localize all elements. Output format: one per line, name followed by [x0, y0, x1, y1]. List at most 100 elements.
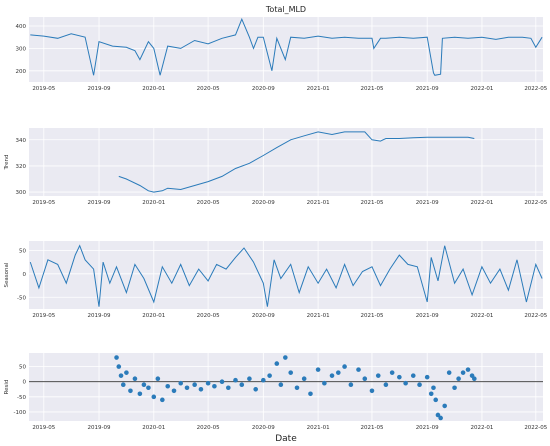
resid-point [116, 364, 122, 369]
x-tick-label: 2020-09 [252, 425, 275, 431]
resid-point [389, 370, 395, 375]
figure-xlabel: Date [275, 434, 297, 444]
resid-point [456, 376, 461, 381]
plot-area [29, 241, 543, 309]
resid-point [141, 382, 147, 388]
resid-point [315, 367, 321, 372]
x-tick-label: 2019-05 [32, 86, 55, 92]
resid-point [472, 376, 477, 381]
resid-point [342, 364, 347, 369]
resid-point [160, 397, 165, 403]
x-tick-label: 2019-05 [32, 313, 55, 319]
resid-point [424, 374, 430, 380]
resid-point [431, 385, 436, 391]
y-axis-label: Resid [4, 380, 10, 395]
x-tick-label: 2020-01 [142, 86, 165, 92]
resid-point [397, 374, 402, 380]
resid-point [155, 376, 161, 381]
x-tick-label: 2022-05 [524, 200, 547, 206]
resid-point [192, 382, 197, 388]
resid-point [132, 376, 138, 381]
x-tick-label: 2019-09 [88, 313, 111, 319]
resid-point [226, 385, 231, 391]
x-tick-label: 2020-01 [142, 200, 165, 206]
resid-point [198, 386, 204, 392]
resid-point [375, 373, 381, 378]
resid-point [428, 391, 434, 397]
resid-point [212, 383, 217, 389]
resid-point [283, 355, 288, 360]
resid-point [253, 386, 258, 392]
figure-title: Total_MLD [265, 5, 306, 14]
resid-point [128, 388, 133, 394]
y-tick-label: 0 [23, 272, 27, 278]
x-tick-label: 2020-05 [197, 86, 220, 92]
y-tick-label: 0 [23, 380, 27, 386]
y-tick-label: -100 [14, 410, 27, 416]
resid-point [274, 361, 280, 366]
panel-1: 2019-05 2019-09 2020-01 2020-05 2020-09 2021-… [16, 17, 548, 92]
resid-point [205, 380, 211, 386]
resid-point [452, 385, 457, 391]
x-tick-label: 2021-05 [360, 86, 383, 92]
x-tick-label: 2020-09 [252, 86, 275, 92]
x-tick-label: 2019-09 [88, 200, 111, 206]
resid-point [362, 376, 368, 381]
x-tick-label: 2021-09 [416, 425, 439, 431]
resid-point [146, 385, 151, 391]
x-tick-label: 2020-09 [252, 313, 275, 319]
series-line [29, 244, 543, 307]
resid-point [435, 412, 441, 418]
y-tick-label: 400 [16, 24, 27, 30]
resid-point [329, 373, 335, 378]
plot-area [29, 128, 543, 196]
resid-point [403, 380, 408, 386]
x-tick-label: 2019-05 [32, 200, 55, 206]
y-tick-label: -50 [17, 395, 26, 401]
plot-area [29, 353, 543, 421]
x-tick-label: 2021-09 [416, 200, 439, 206]
x-tick-label: 2022-05 [524, 425, 547, 431]
resid-point [308, 391, 313, 397]
resid-point [348, 382, 354, 388]
resid-point [410, 373, 416, 378]
resid-point [278, 382, 284, 388]
resid-point [369, 388, 375, 394]
y-tick-label: 200 [16, 69, 27, 75]
y-tick-label: 50 [19, 365, 26, 371]
y-axis-label: Seasonal [4, 262, 10, 287]
x-tick-label: 2021-01 [307, 200, 330, 206]
x-tick-label: 2021-09 [416, 313, 439, 319]
y-tick-label: 300 [16, 46, 27, 52]
x-tick-label: 2020-05 [197, 313, 220, 319]
x-tick-label: 2022-05 [524, 313, 547, 319]
y-axis-label: Trend [4, 154, 10, 170]
x-tick-label: 2021-01 [307, 425, 330, 431]
x-tick-label: 2020-05 [197, 425, 220, 431]
resid-point [446, 370, 452, 375]
resid-point [151, 394, 157, 400]
y-tick-label: 50 [19, 248, 26, 254]
resid-point [261, 377, 266, 383]
resid-point [178, 380, 184, 386]
x-tick-label: 2022-01 [470, 313, 493, 319]
x-tick-label: 2020-01 [142, 425, 165, 431]
resid-point [288, 370, 294, 375]
resid-point [356, 367, 361, 372]
x-tick-label: 2019-09 [88, 86, 111, 92]
x-tick-label: 2021-05 [360, 200, 383, 206]
resid-point [465, 367, 471, 372]
resid-point [118, 373, 124, 378]
y-tick-label: 320 [16, 164, 27, 170]
plot-area [29, 17, 543, 82]
y-tick-label: 300 [16, 190, 27, 196]
resid-point [233, 377, 238, 383]
resid-point [433, 397, 439, 403]
x-tick-label: 2019-05 [32, 425, 55, 431]
panel-3: 2019-05 2019-09 2020-01 2020-05 2020-09 2021-… [4, 241, 548, 319]
x-tick-label: 2021-05 [360, 425, 383, 431]
x-tick-label: 2022-01 [470, 86, 493, 92]
resid-point [137, 391, 143, 397]
resid-point [247, 376, 252, 381]
